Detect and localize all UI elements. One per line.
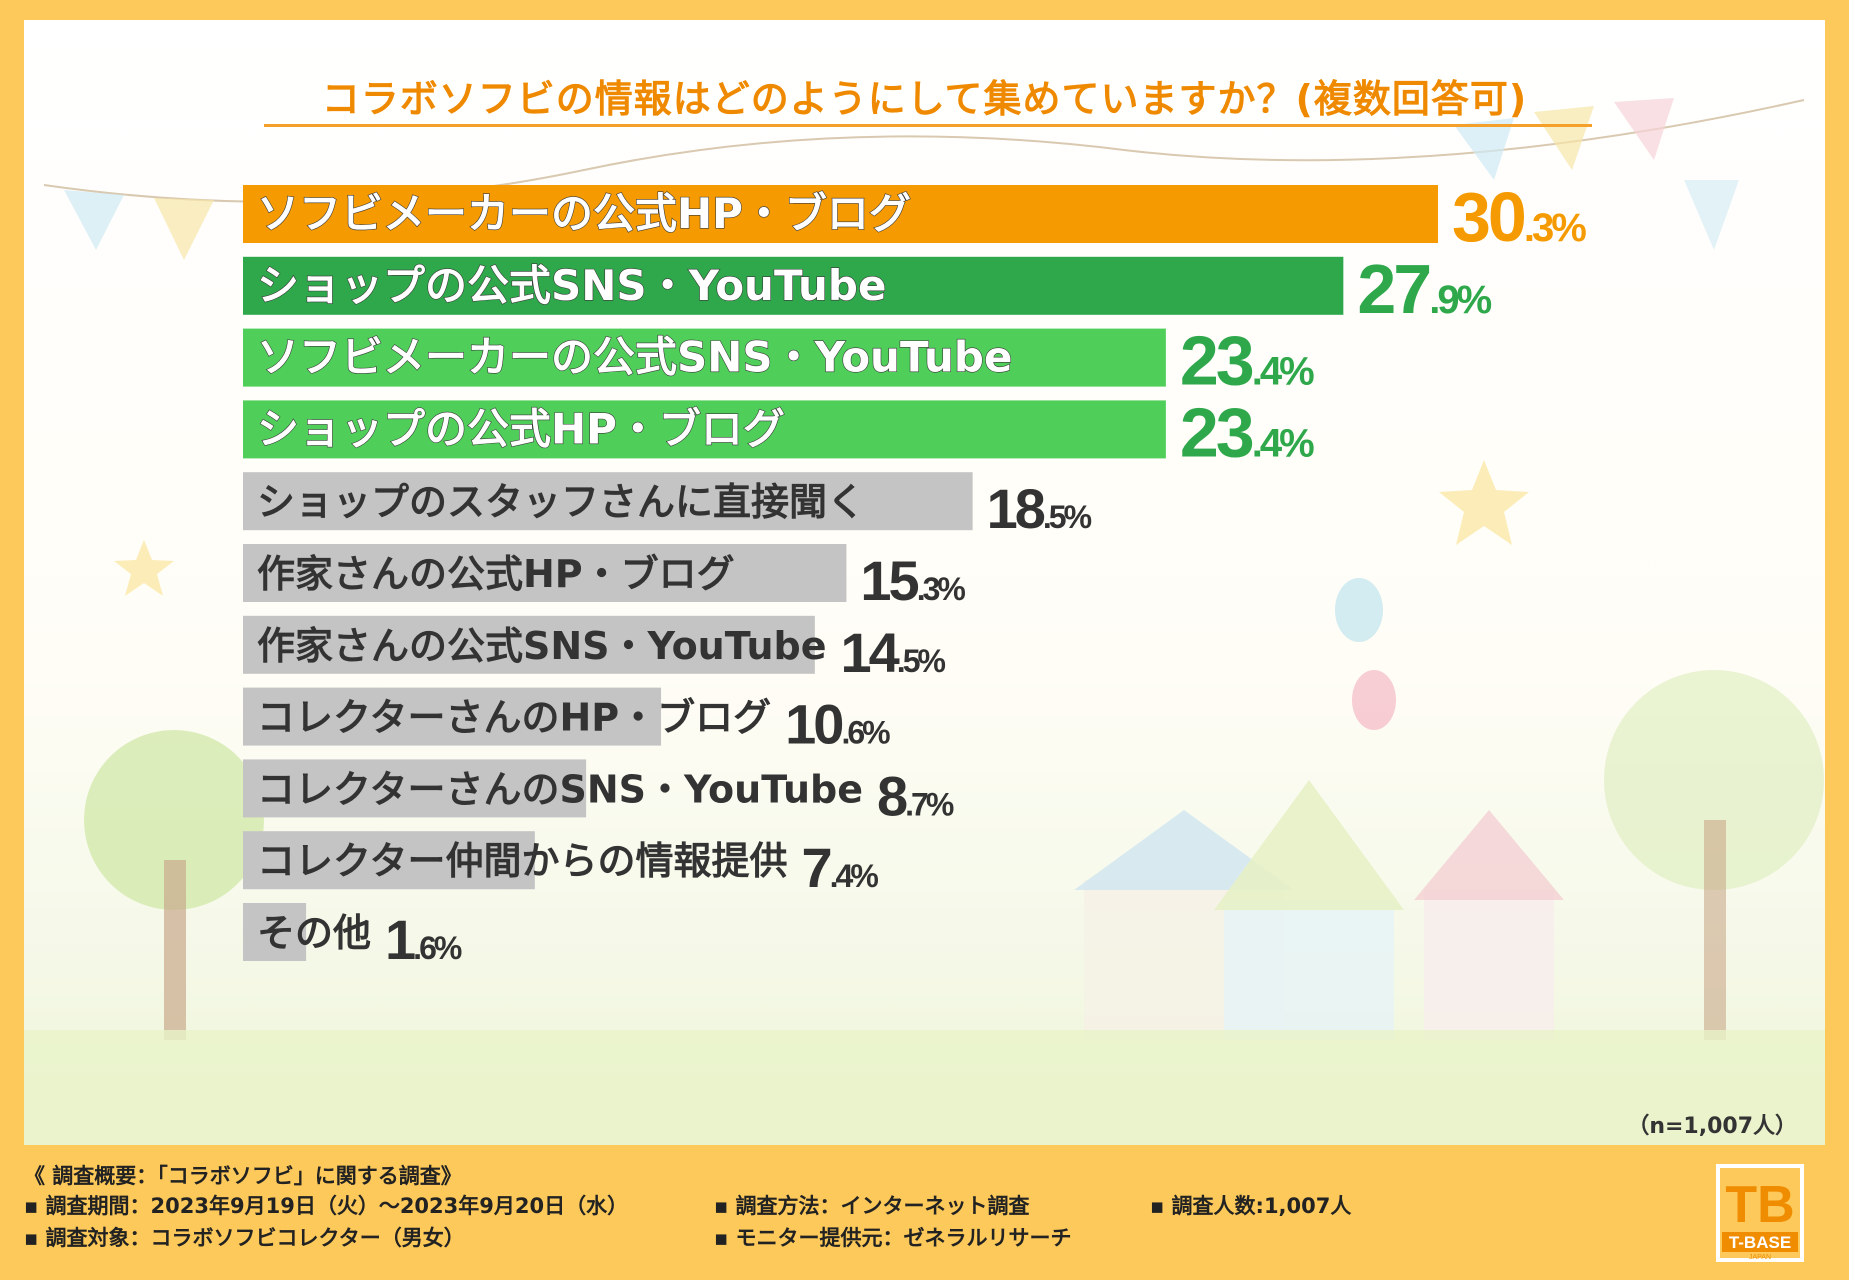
category-label-3: ショップの公式HP・ブログ — [257, 404, 785, 453]
bar-6 — [243, 615, 815, 674]
value-label-8: 8.7% — [877, 764, 954, 827]
category-label-2: ソフビメーカーの公式SNS・YouTube — [257, 333, 1012, 382]
value-label-6: 14.5% — [841, 621, 946, 684]
survey-summary-heading: 《 調査概要：「コラボソフビ」に関する調査》 — [24, 1164, 462, 1188]
bar-10 — [243, 903, 307, 961]
survey-period: ▪ 調査期間：2023年9月19日（火）～2023年9月20日（水） — [24, 1194, 629, 1218]
logo-mark: TB — [1725, 1176, 1794, 1234]
category-label-4: ショップのスタッフさんに直接聞く — [257, 480, 865, 524]
category-label-7: コレクターさんのHP・ブログ — [257, 696, 771, 740]
category-label-9: コレクター仲間からの情報提供 — [257, 839, 787, 883]
category-label-5: 作家さんの公式HP・ブログ — [257, 552, 735, 596]
value-label-1: 27.9% — [1357, 250, 1491, 328]
bar-2 — [243, 328, 1166, 387]
value-label-4: 18.5% — [987, 477, 1092, 540]
bar-1 — [243, 256, 1344, 315]
bar-7 — [243, 687, 662, 746]
survey-provider: ▪ モニター提供元：ゼネラルリサーチ — [714, 1226, 1072, 1250]
survey-count: ▪ 調査人数:1,007人 — [1150, 1194, 1352, 1218]
value-label-2: 23.4% — [1180, 322, 1314, 400]
category-label-10: その他 — [257, 911, 371, 955]
value-label-5: 15.3% — [860, 549, 965, 612]
category-label-6: 作家さんの公式SNS・YouTube — [257, 624, 827, 668]
survey-target: ▪ 調査対象：コラボソフビコレクター（男女） — [24, 1226, 465, 1250]
bar-9 — [243, 831, 535, 890]
category-label-0: ソフビメーカーの公式HP・ブログ — [257, 189, 911, 238]
bar-3 — [243, 400, 1166, 459]
value-label-10: 1.6% — [385, 908, 462, 971]
category-label-1: ショップの公式SNS・YouTube — [257, 261, 886, 310]
bar-chart: ソフビメーカーの公式HP・ブログ 30.3% ショップの公式SNS・YouTube 2… — [243, 178, 1589, 971]
value-label-7: 10.6% — [785, 693, 890, 756]
value-label-3: 23.4% — [1180, 393, 1314, 471]
chart-title: コラボソフビの情報はどのようにして集めていますか？(複数回答可) — [321, 77, 1528, 121]
bar-8 — [243, 759, 587, 818]
sample-size-note: （n=1,007人） — [1627, 1114, 1797, 1139]
bar-4 — [243, 472, 973, 531]
background-illustration — [24, 98, 1825, 1145]
category-label-8: コレクターさんのSNS・YouTube — [257, 767, 863, 811]
bar-5 — [243, 544, 847, 602]
logo-sub: JAPAN — [1749, 1254, 1771, 1261]
chart-panel: コラボソフビの情報はどのようにして集めていますか？(複数回答可) ソフビメーカー… — [24, 20, 1825, 1145]
title-underline — [264, 124, 1592, 127]
tbase-logo: TB T-BASE JAPAN — [1716, 1164, 1804, 1262]
survey-method: ▪ 調査方法：インターネット調査 — [714, 1194, 1030, 1218]
logo-name: T-BASE — [1729, 1233, 1791, 1252]
value-label-0: 30.3% — [1452, 178, 1586, 256]
value-label-9: 7.4% — [801, 836, 878, 899]
survey-footer: 《 調査概要：「コラボソフビ」に関する調査》 ▪ 調査期間：2023年9月19日… — [14, 1160, 1834, 1270]
bar-0 — [243, 185, 1438, 243]
